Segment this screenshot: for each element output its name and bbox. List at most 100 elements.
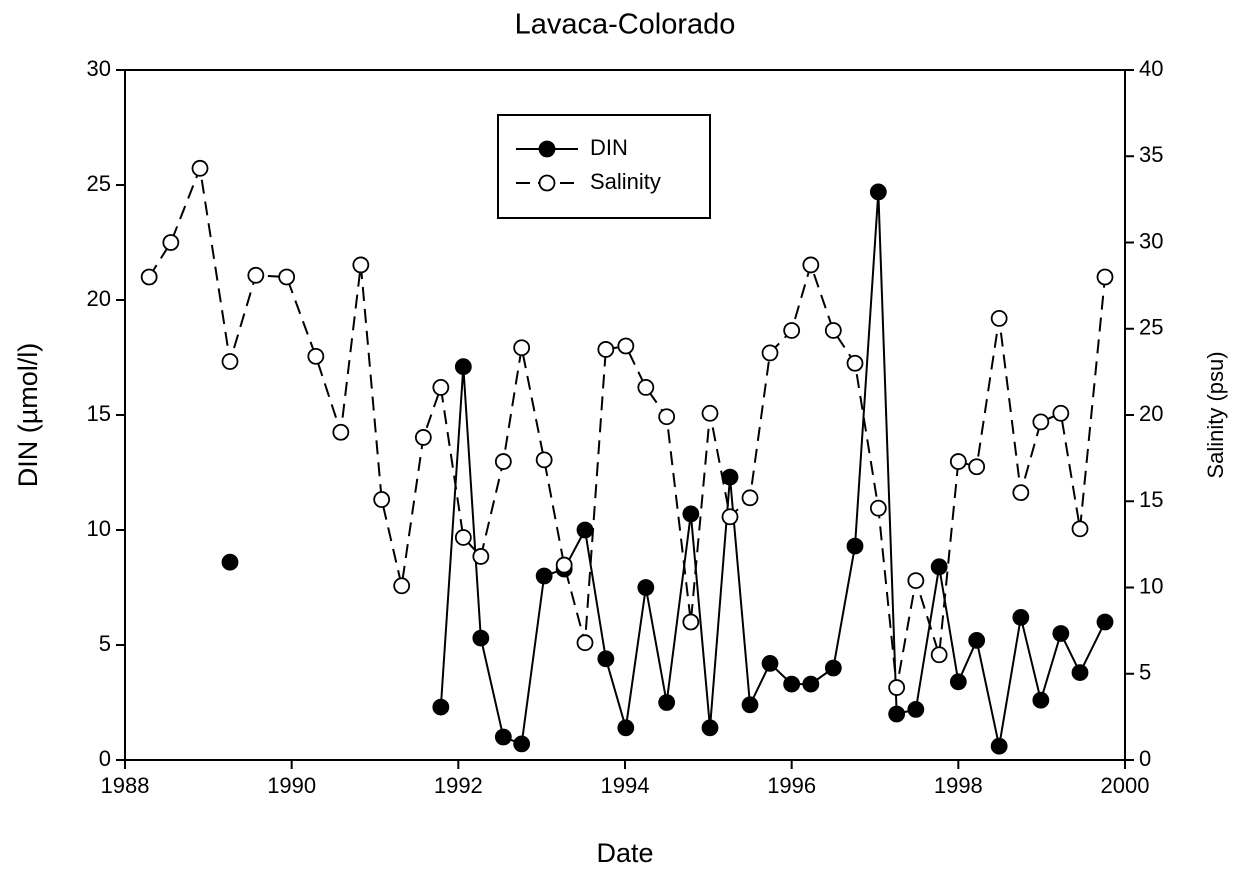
data-point bbox=[637, 579, 655, 596]
data-point bbox=[802, 675, 820, 693]
y-tick-label: 30 bbox=[87, 56, 111, 81]
data-point bbox=[846, 354, 864, 372]
y2-tick-label: 40 bbox=[1139, 56, 1163, 81]
legend-box bbox=[497, 114, 711, 219]
data-point bbox=[761, 655, 779, 672]
data-point bbox=[472, 629, 490, 647]
data-point bbox=[869, 183, 887, 201]
data-point bbox=[907, 572, 925, 589]
data-point bbox=[990, 737, 1008, 755]
x-tick-label: 1994 bbox=[601, 773, 650, 798]
data-point bbox=[1032, 413, 1050, 431]
y-tick-label: 15 bbox=[87, 401, 111, 426]
data-point bbox=[869, 499, 887, 517]
y2-tick-label: 30 bbox=[1139, 228, 1163, 253]
data-point bbox=[968, 458, 986, 476]
data-point bbox=[1032, 691, 1050, 709]
data-point bbox=[907, 701, 925, 718]
y-tick-label: 5 bbox=[99, 631, 111, 656]
data-point bbox=[1052, 404, 1070, 422]
y2-tick-label: 35 bbox=[1139, 142, 1163, 167]
y2-tick-label: 5 bbox=[1139, 660, 1151, 685]
chart-title: Lavaca-Colorado bbox=[515, 9, 736, 41]
data-point bbox=[783, 675, 801, 693]
legend-label: DIN bbox=[590, 135, 628, 160]
data-point bbox=[846, 537, 864, 555]
data-point bbox=[454, 529, 472, 546]
data-point bbox=[221, 553, 239, 571]
y2-tick-label: 0 bbox=[1139, 746, 1151, 771]
data-point bbox=[682, 505, 700, 523]
data-point bbox=[761, 344, 779, 362]
x-tick-label: 1990 bbox=[267, 773, 316, 798]
data-point bbox=[494, 728, 512, 746]
y2-tick-label: 15 bbox=[1139, 487, 1163, 512]
y-tick-label: 25 bbox=[87, 171, 111, 196]
data-point bbox=[513, 735, 531, 753]
data-point bbox=[162, 234, 180, 251]
data-point bbox=[414, 429, 432, 446]
data-point bbox=[432, 698, 450, 716]
data-point bbox=[949, 673, 967, 691]
y-axis-label: DIN (µmol/l) bbox=[13, 343, 43, 488]
legend-label: Salinity bbox=[590, 169, 661, 194]
data-point bbox=[535, 567, 553, 585]
data-point bbox=[1071, 664, 1089, 681]
data-point bbox=[332, 423, 350, 441]
data-point bbox=[617, 719, 635, 737]
data-point bbox=[513, 339, 531, 357]
x-tick-label: 1998 bbox=[934, 773, 983, 798]
x-tick-label: 1988 bbox=[101, 773, 150, 798]
data-point bbox=[221, 353, 239, 370]
data-point bbox=[783, 322, 801, 339]
data-point bbox=[802, 256, 820, 274]
data-point bbox=[888, 705, 906, 723]
data-point bbox=[949, 453, 967, 470]
data-point bbox=[432, 378, 450, 396]
data-point bbox=[576, 521, 594, 539]
data-point bbox=[658, 694, 676, 711]
series-line bbox=[148, 164, 1106, 688]
data-point bbox=[140, 268, 158, 286]
data-point bbox=[597, 341, 615, 358]
data-point bbox=[930, 558, 948, 576]
data-point bbox=[393, 577, 411, 595]
data-point bbox=[576, 634, 594, 652]
y2-tick-label: 20 bbox=[1139, 401, 1163, 426]
data-point bbox=[721, 508, 739, 526]
data-point bbox=[278, 268, 296, 286]
data-point bbox=[454, 358, 472, 376]
data-point bbox=[930, 646, 948, 664]
data-point bbox=[682, 613, 700, 631]
data-point bbox=[990, 309, 1008, 327]
data-point bbox=[701, 404, 719, 422]
data-point bbox=[352, 256, 370, 274]
data-point bbox=[555, 556, 573, 574]
legend-marker bbox=[538, 140, 556, 158]
x-tick-label: 2000 bbox=[1101, 773, 1150, 798]
data-point bbox=[247, 266, 265, 284]
data-point bbox=[1071, 520, 1089, 538]
data-point bbox=[1096, 268, 1114, 286]
data-point bbox=[888, 679, 906, 696]
x-tick-label: 1996 bbox=[767, 773, 816, 798]
data-point bbox=[1052, 625, 1070, 642]
data-point bbox=[968, 632, 986, 649]
data-point bbox=[597, 650, 615, 668]
data-point bbox=[494, 453, 512, 470]
data-point bbox=[1012, 609, 1030, 626]
data-point bbox=[1096, 613, 1114, 631]
data-point bbox=[721, 468, 739, 486]
y-tick-label: 20 bbox=[87, 286, 111, 311]
legend-marker bbox=[538, 174, 556, 192]
data-point bbox=[373, 491, 391, 508]
y2-tick-label: 10 bbox=[1139, 573, 1163, 598]
data-point bbox=[617, 337, 635, 355]
data-point bbox=[701, 719, 719, 737]
y-tick-label: 0 bbox=[99, 746, 111, 771]
data-point bbox=[1012, 484, 1030, 502]
y-tick-label: 10 bbox=[87, 516, 111, 541]
x-tick-label: 1992 bbox=[434, 773, 483, 798]
data-point bbox=[824, 322, 842, 339]
data-point bbox=[191, 159, 209, 177]
